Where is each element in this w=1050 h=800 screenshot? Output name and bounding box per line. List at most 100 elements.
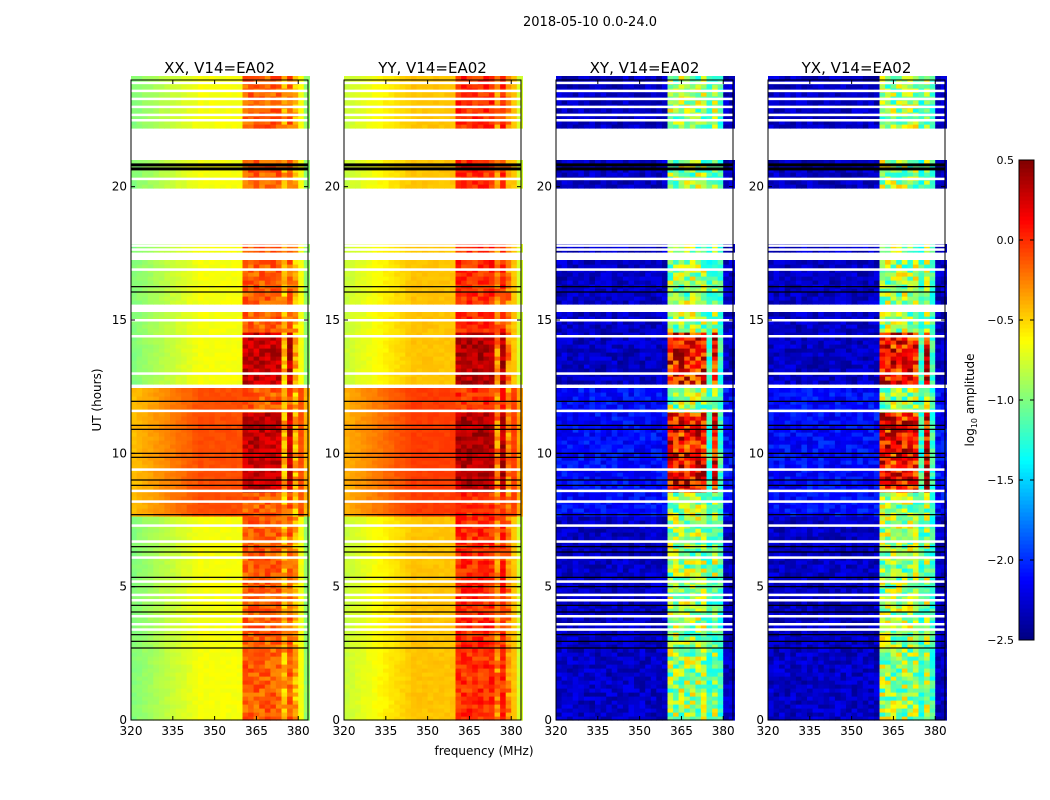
heatmap-cell — [153, 76, 160, 81]
heatmap-cell — [131, 428, 138, 433]
heatmap-cell — [147, 480, 154, 485]
heatmap-cell — [281, 116, 288, 121]
heatmap-cell — [253, 380, 260, 385]
heatmap-cell — [264, 704, 271, 709]
heatmap-cell — [197, 448, 205, 453]
heatmap-cell — [242, 124, 249, 129]
heatmap-cell — [175, 428, 182, 433]
heatmap-cell — [287, 516, 294, 521]
heatmap-cell — [399, 656, 406, 661]
heatmap-cell — [209, 672, 216, 677]
heatmap-cell — [131, 696, 138, 701]
heatmap-cell — [287, 288, 294, 293]
heatmap-cell — [170, 564, 177, 569]
flag-line — [131, 576, 308, 578]
heatmap-cell — [136, 400, 143, 405]
heatmap-cell — [164, 360, 171, 365]
heatmap-cell — [209, 432, 216, 437]
heatmap-cell — [248, 688, 255, 693]
heatmap-cell — [197, 124, 205, 129]
heatmap-cell — [264, 432, 271, 437]
heatmap-cell — [466, 656, 473, 661]
heatmap-cell — [136, 472, 143, 477]
heatmap-cell — [231, 312, 238, 317]
heatmap-cell — [410, 656, 418, 661]
heatmap-cell — [142, 264, 149, 269]
heatmap-cell — [444, 652, 451, 657]
heatmap-cell — [242, 696, 249, 701]
heatmap-cell — [483, 652, 490, 657]
heatmap-cell — [153, 532, 160, 537]
heatmap-cell — [377, 692, 384, 697]
heatmap-cell — [186, 92, 193, 97]
heatmap-cell — [203, 288, 210, 293]
heatmap-cell — [264, 624, 271, 629]
heatmap-cell — [248, 680, 255, 685]
heatmap-cell — [259, 276, 266, 281]
heatmap-cell — [427, 716, 434, 721]
heatmap-cell — [181, 316, 188, 321]
heatmap-cell — [248, 296, 255, 301]
heatmap-cell — [438, 708, 445, 713]
heatmap-cell — [142, 352, 149, 357]
heatmap-cell — [281, 588, 288, 593]
heatmap-cell — [298, 264, 305, 269]
heatmap-cell — [186, 76, 193, 81]
heatmap-cell — [259, 576, 266, 581]
heatmap-cell — [242, 120, 249, 125]
heatmap-cell — [281, 76, 288, 81]
heatmap-cell — [147, 652, 154, 657]
heatmap-cell — [292, 368, 299, 373]
heatmap-cell — [175, 380, 182, 385]
heatmap-cell — [511, 648, 518, 653]
heatmap-cell — [298, 444, 305, 449]
heatmap-cell — [259, 608, 266, 613]
heatmap-cell — [455, 648, 462, 653]
heatmap-cell — [298, 108, 305, 113]
heatmap-cell — [131, 528, 138, 533]
heatmap-cell — [197, 636, 205, 641]
heatmap-cell — [209, 464, 216, 469]
heatmap-cell — [303, 460, 310, 465]
heatmap-cell — [449, 696, 457, 701]
heatmap-cell — [225, 328, 232, 333]
heatmap-cell — [158, 120, 166, 125]
heatmap-cell — [516, 712, 523, 717]
heatmap-cell — [236, 328, 244, 333]
heatmap-cell — [147, 312, 154, 317]
heatmap-cell — [466, 644, 473, 649]
heatmap-cell — [186, 684, 193, 689]
heatmap-cell — [292, 376, 299, 381]
heatmap-cell — [147, 444, 154, 449]
heatmap-cell — [158, 292, 166, 297]
flag-gap — [131, 319, 308, 322]
heatmap-cell — [181, 276, 188, 281]
heatmap-cell — [142, 412, 149, 417]
heatmap-cell — [192, 360, 199, 365]
heatmap-cell — [444, 660, 451, 665]
heatmap-cell — [192, 520, 199, 525]
heatmap-cell — [131, 328, 138, 333]
heatmap-cell — [220, 120, 227, 125]
heatmap-cell — [136, 396, 143, 401]
heatmap-cell — [225, 368, 232, 373]
heatmap-cell — [153, 600, 160, 605]
heatmap-cell — [303, 560, 310, 565]
heatmap-cell — [236, 404, 244, 409]
heatmap-cell — [203, 184, 210, 189]
heatmap-cell — [197, 696, 205, 701]
heatmap-cell — [158, 300, 166, 305]
heatmap-cell — [248, 504, 255, 509]
heatmap-cell — [377, 652, 384, 657]
heatmap-cell — [461, 712, 468, 717]
heatmap-cell — [360, 640, 367, 645]
heatmap-cell — [175, 344, 182, 349]
heatmap-cell — [136, 296, 143, 301]
heatmap-cell — [225, 672, 232, 677]
heatmap-cell — [158, 664, 166, 669]
heatmap-cell — [231, 608, 238, 613]
heatmap-cell — [236, 76, 244, 81]
heatmap-cell — [192, 416, 199, 421]
heatmap-cell — [270, 472, 277, 477]
